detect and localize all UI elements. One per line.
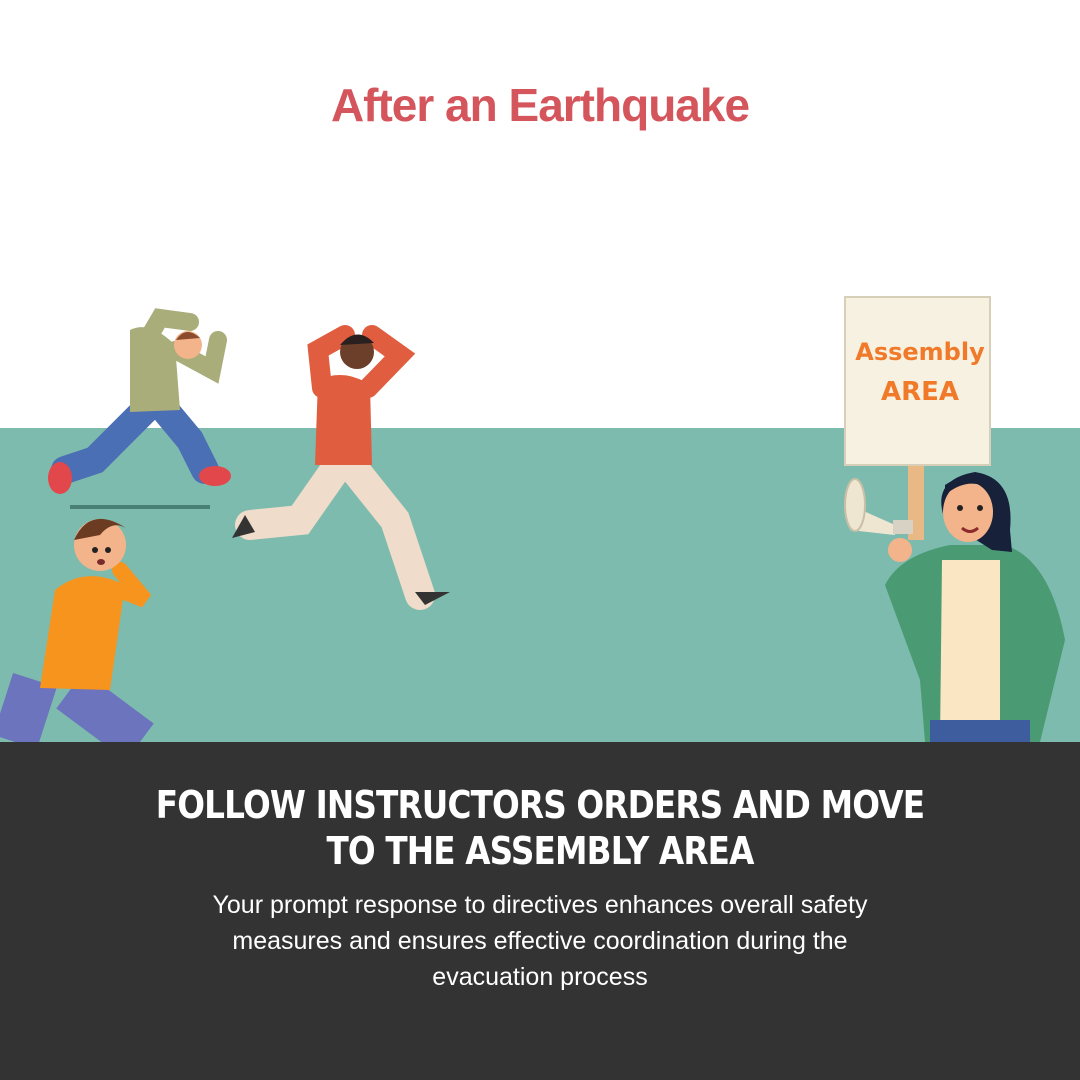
sign-text-line1: Assembly	[855, 338, 985, 366]
page-title: After an Earthquake	[330, 79, 750, 131]
instruction-body: Your prompt response to directives enhan…	[212, 891, 868, 991]
assembly-area-sign: Assembly AREA	[844, 296, 991, 540]
instructor-with-megaphone	[808, 469, 1065, 742]
evacuation-illustration: Assembly AREA	[0, 296, 1065, 742]
person-red-shirt-running	[232, 325, 450, 610]
instruction-panel: FOLLOW INSTRUCTORS ORDERS AND MOVE TO TH…	[0, 742, 1080, 1080]
person-orange-shirt-scared	[0, 505, 210, 742]
sign-text-line2: AREA	[881, 377, 959, 407]
instruction-heading: FOLLOW INSTRUCTORS ORDERS AND MOVE TO TH…	[155, 783, 925, 873]
person-green-shirt-running	[48, 308, 231, 494]
